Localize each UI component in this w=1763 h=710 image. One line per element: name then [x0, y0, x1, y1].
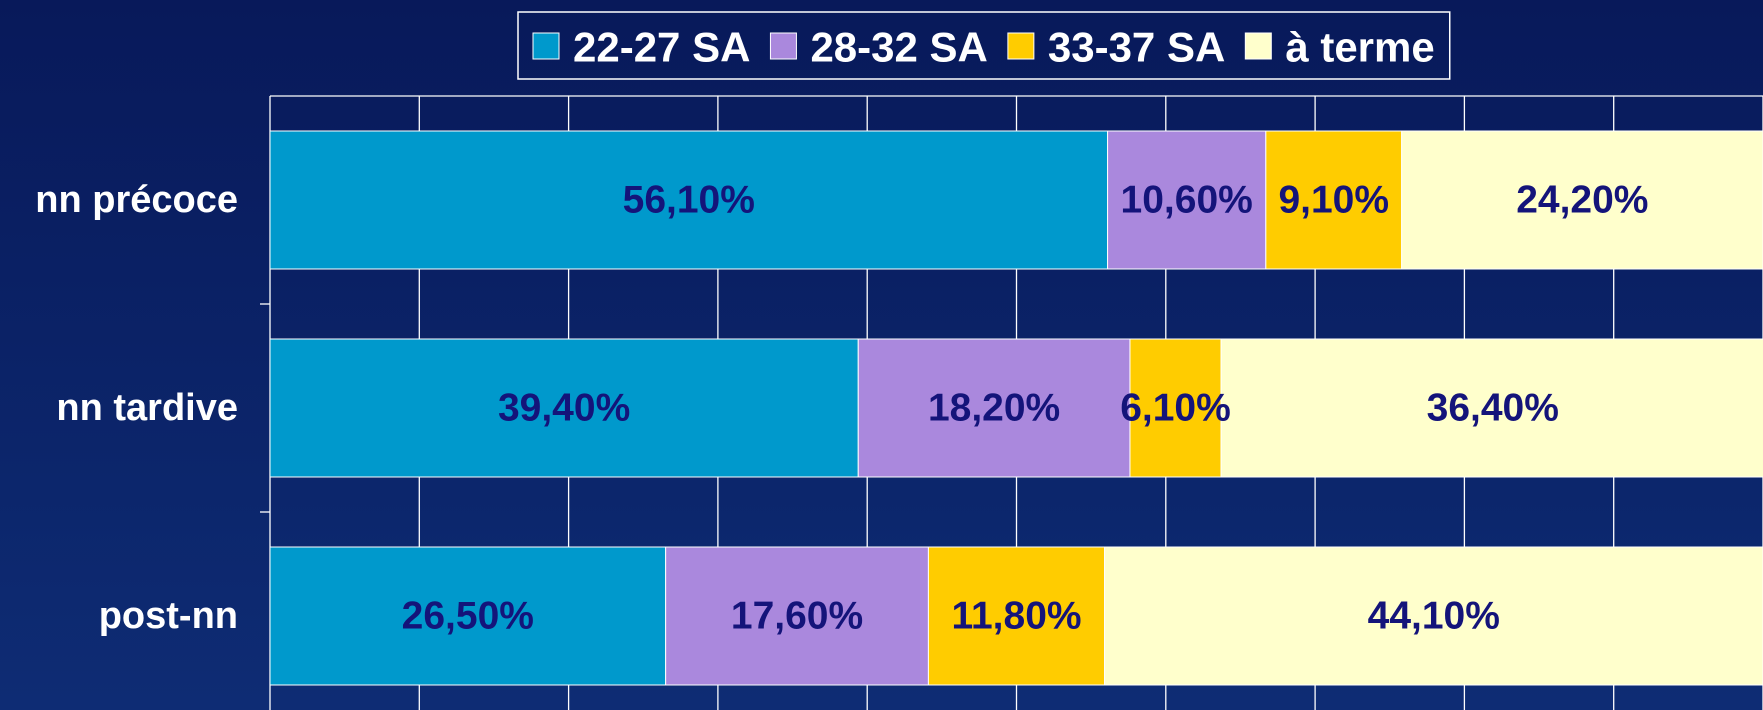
- legend-label: 28-32 SA: [810, 24, 987, 71]
- legend-label: 33-37 SA: [1048, 24, 1225, 71]
- legend: 22-27 SA 28-32 SA 33-37 SA à terme: [517, 11, 1451, 80]
- bar-segment: [269, 338, 859, 478]
- bar-segment: [1401, 130, 1763, 270]
- data-label: 26,50%: [402, 595, 534, 638]
- bar-segment: [1104, 546, 1763, 686]
- y-tick-label: post-nn: [99, 595, 238, 637]
- bar-segment: [1265, 130, 1403, 270]
- bar-segment: [927, 546, 1106, 686]
- legend-swatch: [1244, 32, 1272, 60]
- bar-segment: [269, 130, 1109, 270]
- data-label: 44,10%: [1368, 595, 1500, 638]
- data-label: 9,10%: [1278, 179, 1389, 222]
- bar-segment: [1220, 338, 1763, 478]
- legend-swatch: [769, 32, 797, 60]
- data-label: 24,20%: [1516, 179, 1648, 222]
- data-label: 36,40%: [1427, 387, 1559, 430]
- data-label: 11,80%: [951, 595, 1081, 638]
- y-tick-label: nn tardive: [56, 387, 238, 429]
- data-label: 6,10%: [1120, 387, 1231, 430]
- data-label: 18,20%: [928, 387, 1060, 430]
- bar-segment: [269, 546, 667, 686]
- bar-segment: [665, 546, 929, 686]
- plot: nn précoce 56,10% 10,60% 9,10% 24,20% nn tard…: [35, 95, 1763, 710]
- bar-segment: [1107, 130, 1267, 270]
- data-label: 17,60%: [731, 595, 863, 638]
- y-tick-label: nn précoce: [35, 179, 238, 221]
- data-label: 10,60%: [1121, 179, 1253, 222]
- legend-swatch: [532, 32, 560, 60]
- bar-segment: [857, 338, 1131, 478]
- legend-box: [517, 11, 1451, 80]
- legend-swatch: [1007, 32, 1035, 60]
- legend-label: 22-27 SA: [573, 24, 750, 71]
- bar-segment: [1129, 338, 1222, 478]
- data-label: 56,10%: [623, 179, 755, 222]
- data-label: 39,40%: [498, 387, 630, 430]
- legend-label: à terme: [1285, 24, 1434, 71]
